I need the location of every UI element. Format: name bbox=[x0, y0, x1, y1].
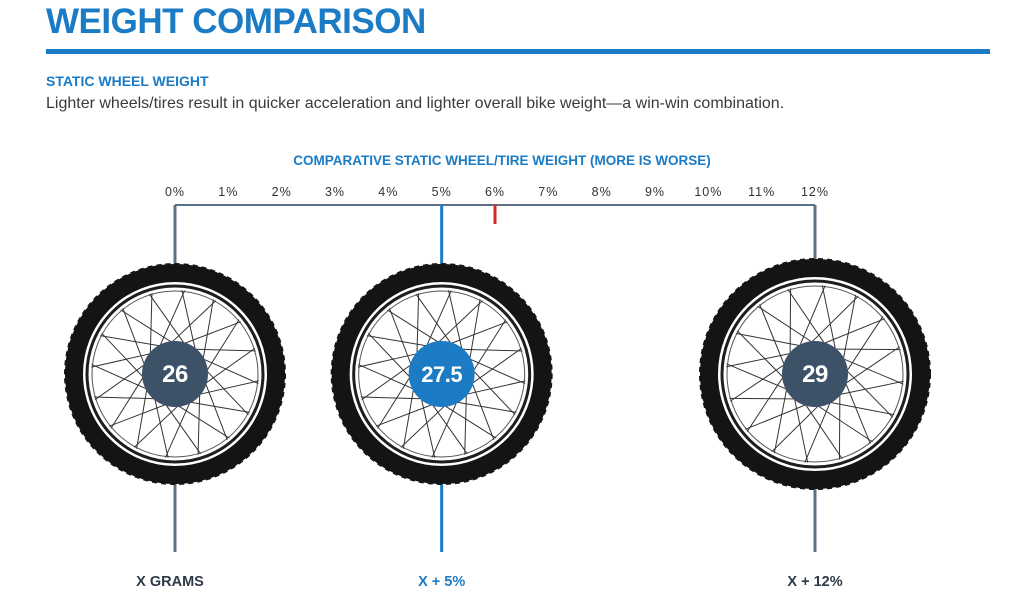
weight-label: X + 5% bbox=[418, 574, 465, 590]
rim-inner bbox=[358, 290, 526, 458]
hub bbox=[408, 341, 475, 407]
tire-tread bbox=[699, 258, 931, 490]
wheel-labels: X GRAMS X + 5% X + 12% bbox=[136, 574, 843, 590]
tick-label: 4% bbox=[378, 185, 398, 199]
wheels: 26 27.5 29 bbox=[64, 205, 931, 552]
section-subtitle: STATIC WHEEL WEIGHT bbox=[46, 73, 209, 89]
tick-label: 8% bbox=[592, 185, 612, 199]
hub bbox=[782, 341, 848, 407]
wheel-size-label: 29 bbox=[802, 361, 828, 388]
rim-inner bbox=[726, 285, 904, 463]
wheel-29: 29 bbox=[699, 205, 931, 552]
hub bbox=[142, 341, 208, 407]
wheel-26: 26 bbox=[64, 205, 286, 552]
tick-label: 0% bbox=[165, 185, 185, 199]
tick-label: 10% bbox=[694, 185, 722, 199]
wheel-size-label: 26 bbox=[162, 361, 188, 388]
spokes bbox=[91, 290, 259, 458]
rim-inner bbox=[91, 290, 259, 458]
tire-tread bbox=[330, 263, 553, 485]
spokes bbox=[357, 290, 526, 458]
page-title: WEIGHT COMPARISON bbox=[46, 2, 426, 41]
tick-label: 11% bbox=[748, 185, 775, 199]
weight-label: X GRAMS bbox=[136, 574, 204, 590]
tire-tread bbox=[64, 263, 286, 485]
tick-label: 9% bbox=[645, 185, 665, 199]
weight-label: X + 12% bbox=[787, 574, 842, 590]
tire bbox=[700, 259, 930, 489]
tick-label: 12% bbox=[801, 185, 829, 199]
chart-title: COMPARATIVE STATIC WHEEL/TIRE WEIGHT (MO… bbox=[293, 153, 711, 168]
section-description: Lighter wheels/tires result in quicker a… bbox=[46, 95, 785, 112]
tick-label: 1% bbox=[218, 185, 238, 199]
tire bbox=[331, 264, 552, 484]
wheel-size-label: 27.5 bbox=[421, 362, 462, 387]
tick-label: 3% bbox=[325, 185, 345, 199]
spokes bbox=[726, 285, 904, 463]
tick-label: 6% bbox=[485, 185, 505, 199]
tire bbox=[65, 264, 285, 484]
wheel-27-5: 27.5 bbox=[330, 205, 553, 552]
tick-label: 7% bbox=[538, 185, 558, 199]
axis: 0% 1% 2% 3% 4% 5% 6% 7% 8% 9% 10% 11% 12% bbox=[165, 185, 829, 224]
title-divider bbox=[46, 49, 990, 54]
tick-label: 5% bbox=[432, 185, 452, 199]
tick-label: 2% bbox=[272, 185, 292, 199]
